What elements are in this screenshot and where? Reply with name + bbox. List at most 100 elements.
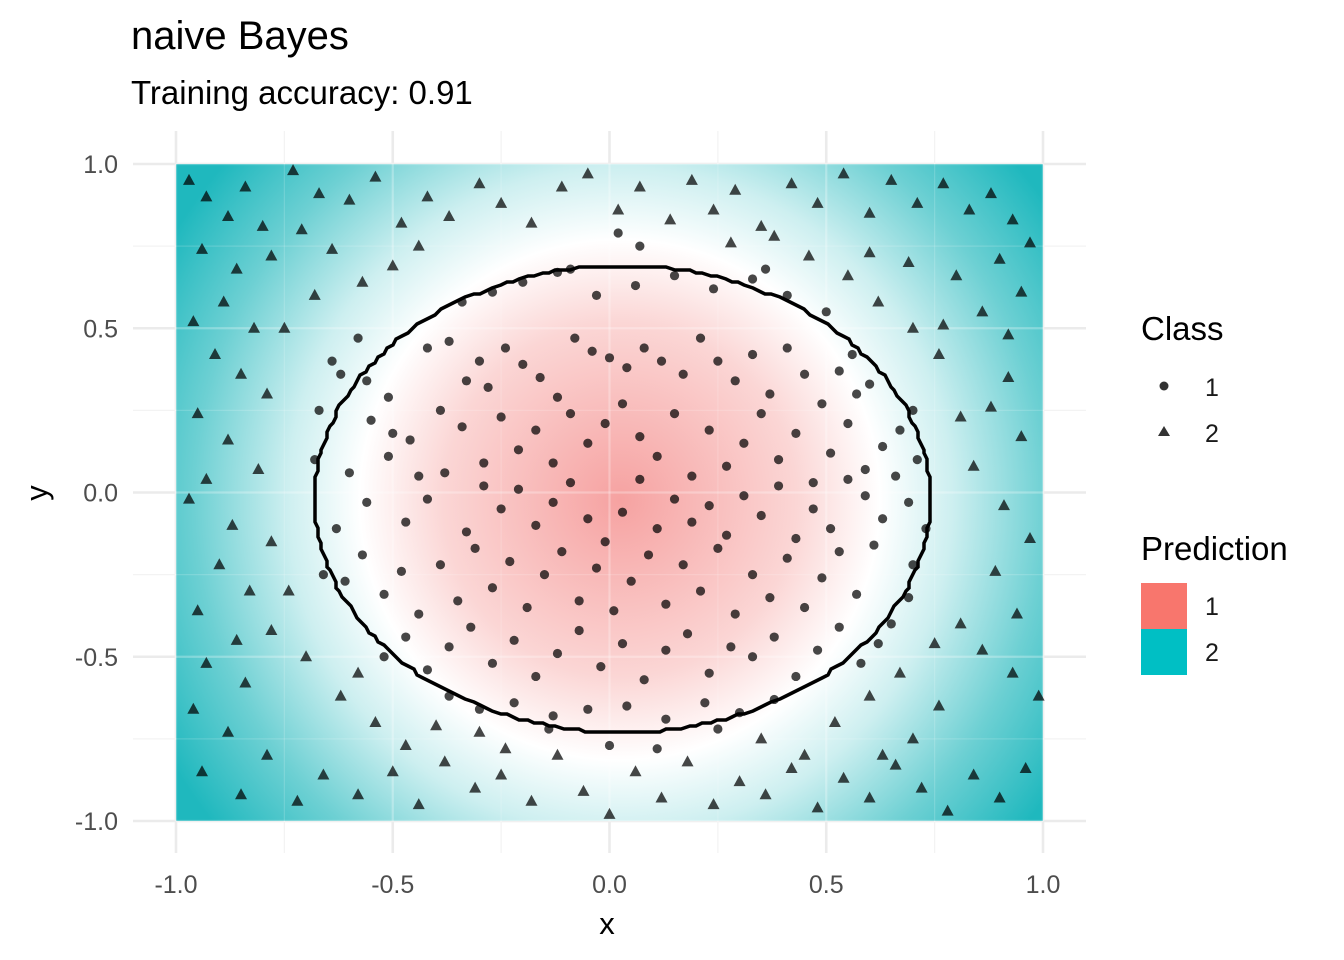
point-class-1-155 <box>661 714 671 724</box>
point-class-1-60 <box>344 468 354 478</box>
legend-prediction-label-2: 2 <box>1205 639 1219 667</box>
point-class-1-6 <box>461 376 472 386</box>
legend-swatch-2 <box>1141 629 1187 675</box>
point-class-2-126 <box>282 584 295 596</box>
point-class-1-174 <box>613 228 623 238</box>
point-class-1-124 <box>851 589 862 599</box>
point-class-1-54 <box>808 478 818 488</box>
point-class-2-24 <box>664 213 677 225</box>
point-class-2-68 <box>187 702 200 714</box>
point-class-1-131 <box>509 635 519 645</box>
point-class-1-97 <box>379 589 389 599</box>
point-class-2-26 <box>707 203 720 215</box>
point-class-1-39 <box>548 458 558 468</box>
point-class-2-36 <box>963 203 976 215</box>
x-tick-3: 0.5 <box>809 871 844 899</box>
point-class-1-59 <box>895 425 905 435</box>
legend-prediction-title: Prediction <box>1141 530 1288 567</box>
point-class-2-96 <box>915 781 928 793</box>
point-class-1-76 <box>635 474 645 484</box>
point-class-1-56 <box>843 418 853 429</box>
point-class-1-103 <box>487 583 498 593</box>
point-class-2-25 <box>685 173 698 185</box>
point-class-1-92 <box>904 497 914 507</box>
point-class-1-45 <box>652 451 662 461</box>
point-class-2-23 <box>633 180 646 192</box>
point-class-2-71 <box>196 765 209 777</box>
point-class-1-94 <box>869 540 879 550</box>
y-tick-1: 0.5 <box>83 315 118 343</box>
point-class-1-55 <box>825 448 836 458</box>
point-class-2-78 <box>438 755 451 767</box>
point-class-2-59 <box>226 518 239 530</box>
point-class-2-69 <box>222 725 235 737</box>
point-class-2-53 <box>261 387 274 399</box>
point-class-1-149 <box>444 691 454 701</box>
point-class-1-152 <box>548 711 558 721</box>
point-class-1-116 <box>713 543 723 553</box>
point-class-2-105 <box>989 564 1002 576</box>
point-class-2-63 <box>191 604 204 616</box>
point-class-1-104 <box>505 556 515 567</box>
point-class-2-48 <box>937 318 950 330</box>
point-class-1-73 <box>583 514 593 524</box>
x-tick-0: -1.0 <box>154 871 197 899</box>
point-class-1-96 <box>357 550 368 560</box>
point-class-2-74 <box>317 768 330 780</box>
point-class-2-141 <box>755 732 768 744</box>
point-class-1-105 <box>522 602 532 613</box>
point-class-2-7 <box>265 249 278 261</box>
point-class-1-41 <box>583 438 593 448</box>
point-class-2-37 <box>984 187 997 199</box>
point-class-2-85 <box>629 765 642 777</box>
point-class-2-123 <box>399 738 412 750</box>
point-class-2-99 <box>993 791 1006 803</box>
point-class-2-101 <box>1032 689 1045 701</box>
point-class-2-116 <box>841 269 854 281</box>
point-class-1-16 <box>622 363 632 373</box>
point-class-2-8 <box>217 295 230 307</box>
point-class-1-179 <box>865 379 875 389</box>
point-class-2-117 <box>802 249 815 261</box>
point-class-1-62 <box>383 451 394 461</box>
point-class-2-79 <box>469 781 482 793</box>
point-class-1-58 <box>878 441 888 452</box>
point-class-2-30 <box>811 196 824 208</box>
point-class-2-42 <box>863 246 876 258</box>
point-class-1-151 <box>509 698 519 708</box>
point-class-2-86 <box>655 791 668 803</box>
point-class-1-71 <box>548 497 558 507</box>
point-class-2-21 <box>581 167 594 179</box>
point-class-2-100 <box>1019 761 1032 773</box>
point-class-1-87 <box>825 524 836 534</box>
point-class-2-112 <box>1002 371 1015 383</box>
point-class-1-165 <box>518 277 528 287</box>
point-class-1-49 <box>721 461 732 471</box>
point-class-2-137 <box>932 699 945 711</box>
point-class-2-16 <box>443 210 456 222</box>
point-class-2-91 <box>785 761 798 773</box>
point-class-2-138 <box>906 732 919 744</box>
legend-swatch-1 <box>1141 583 1187 629</box>
point-class-2-58 <box>183 492 196 504</box>
data-points <box>183 164 1045 819</box>
point-class-1-37 <box>513 445 524 455</box>
point-class-1-12 <box>552 392 563 402</box>
point-class-2-10 <box>287 164 300 176</box>
point-class-1-84 <box>773 481 784 491</box>
point-class-2-32 <box>863 206 876 218</box>
point-class-1-20 <box>695 333 706 343</box>
point-class-1-33 <box>435 405 446 415</box>
point-class-2-76 <box>386 765 399 777</box>
point-class-2-98 <box>967 768 980 780</box>
point-class-1-113 <box>661 599 671 609</box>
point-class-2-121 <box>334 689 347 701</box>
point-class-2-35 <box>937 177 950 189</box>
point-class-1-70 <box>531 520 541 530</box>
point-class-1-188 <box>314 405 324 415</box>
point-class-2-84 <box>603 807 616 819</box>
point-class-1-48 <box>704 425 714 435</box>
point-class-2-50 <box>187 315 200 327</box>
point-class-1-27 <box>817 399 827 409</box>
point-class-1-171 <box>747 274 758 284</box>
